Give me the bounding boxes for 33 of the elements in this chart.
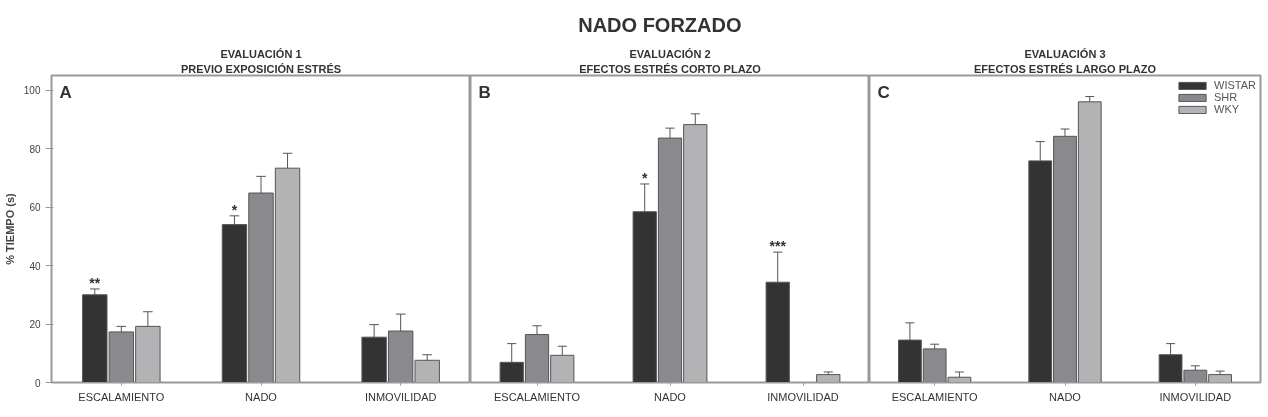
text: NADO FORZADO	[578, 14, 742, 37]
chart-title: EVALUACIÓN 2	[629, 47, 711, 60]
y-tick-label: 40	[29, 260, 41, 272]
x-tick-label: NADO	[1049, 390, 1082, 403]
x-tick-label: NADO	[245, 390, 278, 403]
y-tick-label: 100	[23, 85, 41, 97]
y-tick-label: 0	[34, 377, 41, 389]
chart-title: EVALUACIÓN 1	[220, 47, 302, 60]
x-tick-label: ESCALAMIENTO	[78, 390, 165, 403]
chart-subtitle: EFECTOS ESTRÉS LARGO PLAZO	[974, 62, 1157, 75]
x-tick-label: INMOVILIDAD	[767, 390, 839, 403]
data-label: *	[231, 201, 238, 218]
annotation: C	[877, 82, 890, 102]
x-tick-label: NADO	[654, 390, 687, 403]
data-label: ***	[769, 238, 787, 255]
y-tick-label: 20	[29, 319, 41, 331]
chart-subtitle: EFECTOS ESTRÉS CORTO PLAZO	[579, 62, 762, 75]
x-tick-label: ESCALAMIENTO	[494, 390, 581, 403]
legend-label: WISTAR	[1214, 79, 1256, 91]
data-label: *	[642, 169, 649, 186]
legend-label: SHR	[1214, 91, 1238, 103]
x-tick-label: INMOVILIDAD	[364, 390, 437, 403]
chart-title: EVALUACIÓN 3	[1024, 47, 1106, 60]
annotation: B	[478, 82, 491, 102]
y-tick-label: 60	[29, 202, 41, 214]
data-label: **	[89, 274, 101, 291]
chart-subtitle: PREVIO EXPOSICIÓN ESTRÉS	[180, 62, 342, 75]
y-tick-label: 80	[29, 143, 41, 155]
y-axis-title: % TIEMPO (s)	[3, 192, 16, 265]
annotation: A	[59, 82, 72, 102]
x-tick-label: INMOVILIDAD	[1159, 390, 1232, 403]
legend-label: WKY	[1214, 103, 1240, 115]
x-tick-label: ESCALAMIENTO	[891, 390, 979, 403]
